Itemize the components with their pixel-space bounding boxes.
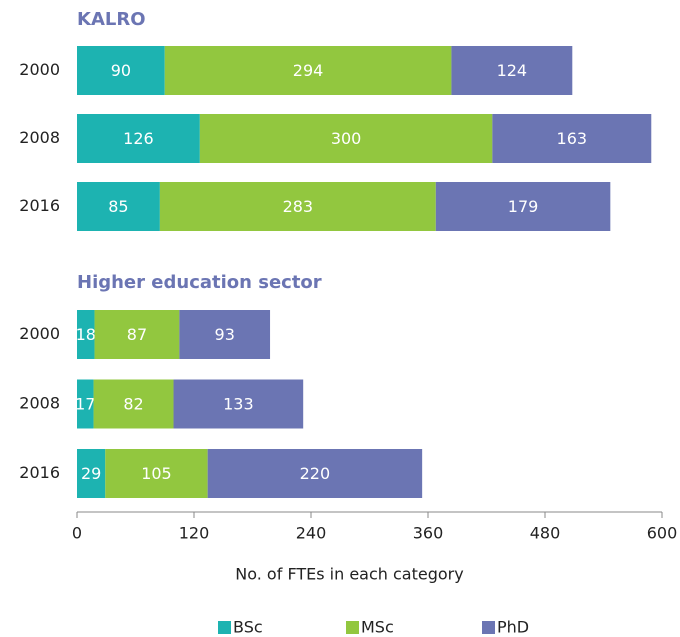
bar-segment bbox=[207, 449, 423, 498]
x-tick-label: 0 bbox=[72, 524, 82, 543]
legend-swatch bbox=[218, 621, 231, 634]
x-tick-label: 120 bbox=[179, 524, 210, 543]
bar-segment bbox=[492, 114, 652, 163]
y-tick-label: 2000 bbox=[19, 324, 60, 343]
bar-segment bbox=[94, 310, 180, 359]
x-axis-label: No. of FTEs in each category bbox=[235, 565, 463, 584]
bar-segment bbox=[77, 379, 94, 429]
data-label: 87 bbox=[127, 325, 147, 344]
legend-swatch bbox=[346, 621, 359, 634]
data-label: 124 bbox=[497, 61, 528, 80]
panel-title: Higher education sector bbox=[77, 272, 322, 293]
bar-segment bbox=[179, 310, 271, 359]
data-label: 283 bbox=[283, 197, 314, 216]
bar-segment bbox=[77, 182, 160, 231]
panel-title: KALRO bbox=[77, 9, 146, 30]
y-tick-label: 2016 bbox=[19, 196, 60, 215]
data-label: 133 bbox=[223, 395, 254, 414]
data-label: 179 bbox=[508, 197, 539, 216]
bar-segment bbox=[451, 46, 573, 95]
y-tick-label: 2000 bbox=[19, 60, 60, 79]
data-label: 18 bbox=[76, 325, 96, 344]
x-tick-label: 240 bbox=[296, 524, 327, 543]
bar-segment bbox=[105, 449, 208, 498]
bar-segment bbox=[93, 379, 174, 429]
x-tick-label: 600 bbox=[647, 524, 678, 543]
data-label: 126 bbox=[123, 129, 154, 148]
legend-label: BSc bbox=[233, 618, 263, 637]
y-tick-label: 2008 bbox=[19, 394, 60, 413]
data-label: 17 bbox=[75, 395, 95, 414]
legend-label: PhD bbox=[497, 618, 529, 637]
bar-segment bbox=[199, 114, 493, 163]
data-label: 85 bbox=[108, 197, 128, 216]
data-label: 82 bbox=[123, 395, 143, 414]
x-tick-label: 480 bbox=[530, 524, 561, 543]
legend-swatch bbox=[482, 621, 495, 634]
data-label: 29 bbox=[81, 464, 101, 483]
bar-segment bbox=[435, 182, 611, 231]
data-label: 220 bbox=[300, 464, 331, 483]
bar-segment bbox=[77, 46, 165, 95]
data-label: 90 bbox=[111, 61, 131, 80]
data-label: 163 bbox=[557, 129, 588, 148]
bar-segment bbox=[173, 379, 304, 429]
bar-segment bbox=[77, 449, 106, 498]
bar-segment bbox=[77, 310, 95, 359]
data-label: 300 bbox=[331, 129, 362, 148]
y-tick-label: 2016 bbox=[19, 463, 60, 482]
x-tick-label: 360 bbox=[413, 524, 444, 543]
bar-segment bbox=[164, 46, 452, 95]
data-label: 105 bbox=[141, 464, 172, 483]
bar-segment bbox=[77, 114, 200, 163]
y-tick-label: 2008 bbox=[19, 128, 60, 147]
data-label: 294 bbox=[293, 61, 324, 80]
bar-segment bbox=[159, 182, 436, 231]
data-label: 93 bbox=[215, 325, 235, 344]
legend-label: MSc bbox=[361, 618, 394, 637]
